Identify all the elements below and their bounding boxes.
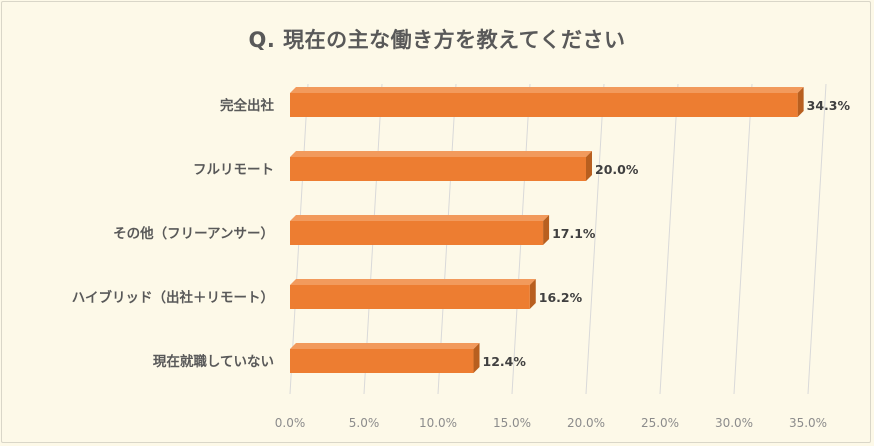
bar-top-face xyxy=(290,87,804,93)
x-tick-label: 5.0% xyxy=(349,416,380,430)
bar xyxy=(290,221,544,245)
category-label: ハイブリッド（出社＋リモート） xyxy=(72,289,274,306)
x-tick-label: 20.0% xyxy=(567,416,605,430)
x-tick-label: 35.0% xyxy=(789,416,827,430)
bar-top-face xyxy=(290,343,480,349)
data-labels: 34.3% 20.0% 17.1% 16.2% 12.4% xyxy=(483,98,851,369)
data-label: 17.1% xyxy=(552,226,596,241)
bar-top-face xyxy=(290,215,550,221)
x-tick-label: 0.0% xyxy=(275,416,306,430)
bar-top-face xyxy=(290,279,536,285)
category-label: その他（フリーアンサー） xyxy=(113,225,274,242)
bar xyxy=(290,157,586,181)
bar xyxy=(290,93,798,117)
x-tick-label: 30.0% xyxy=(715,416,753,430)
data-label: 20.0% xyxy=(595,162,639,177)
gridline xyxy=(733,83,753,395)
x-tick-label: 15.0% xyxy=(493,416,531,430)
bar xyxy=(290,285,530,309)
category-label: 現在就職していない xyxy=(153,353,274,370)
gridline xyxy=(807,83,827,395)
bar-side-face xyxy=(529,279,536,309)
gridline xyxy=(585,83,605,395)
bar xyxy=(290,349,474,373)
data-label: 16.2% xyxy=(539,290,583,305)
data-label: 34.3% xyxy=(807,98,851,113)
bar-side-face xyxy=(473,343,480,373)
x-tick-label: 25.0% xyxy=(641,416,679,430)
bar-side-face xyxy=(797,87,804,117)
data-label: 12.4% xyxy=(483,354,527,369)
category-label: フルリモート xyxy=(193,162,274,178)
category-label: 完全出社 xyxy=(220,97,274,114)
tick-labels: 0.0% 5.0% 10.0% 15.0% 20.0% 25.0% 30.0% 35.0% xyxy=(275,416,827,430)
bar-top-face xyxy=(290,151,592,157)
gridline xyxy=(659,83,679,395)
chart-title: Q. 現在の主な働き方を教えてください xyxy=(248,28,626,52)
bar-side-face xyxy=(543,215,550,245)
x-tick-label: 10.0% xyxy=(419,416,457,430)
bars xyxy=(290,87,804,373)
bar-side-face xyxy=(586,151,592,181)
